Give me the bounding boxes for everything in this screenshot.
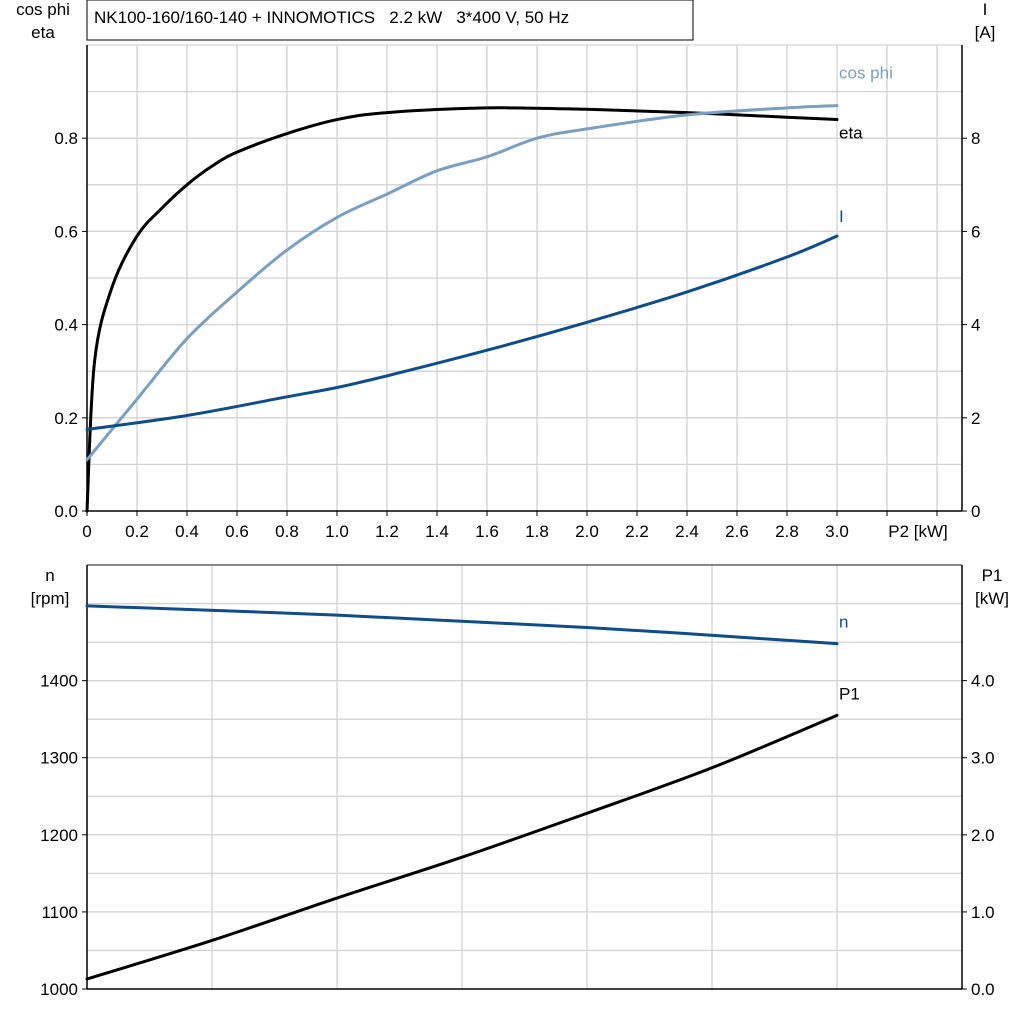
series-line-n [85,604,839,646]
bottom-chart: 1000 1100 1200 1300 1400 n [rpm] 0.0 1.0 2.0 3.0 4.… [31,564,1009,999]
x-tick-label: 0.2 [125,522,149,541]
right-y-tick-label: 4.0 [971,672,995,691]
right-y-tick-label: 1.0 [971,903,995,922]
right-y-tick-label: 0 [971,502,980,521]
x-tick-label: 0 [82,522,91,541]
left-axis-label-line1: n [45,566,54,585]
x-axis-label: P2 [kW] [888,522,948,541]
left-y-tick-label: 1100 [41,903,78,922]
x-tick-label: 1.2 [375,522,399,541]
series-label-cos-phi: cos phi [839,64,893,83]
top-chart: 0.0 0.2 0.4 0.6 0.8 cos phi eta 0 2 4 6 8 I [A] 0 0.2 0.… [16,0,995,541]
x-tick-label: 1.6 [475,522,499,541]
series-label-eta: eta [839,124,863,143]
left-y-tick-label: 0.8 [54,129,78,148]
right-axis-label-line2: [A] [975,23,996,42]
left-y-tick-label: 1300 [40,749,78,768]
x-tick-label: 2.4 [675,522,699,541]
x-tick-label: 2.0 [575,522,599,541]
series-line-eta [85,106,839,513]
right-y-tick-label: 3.0 [971,749,995,768]
series-label-p1: P1 [839,684,860,703]
chart-title: NK100-160/160-140 + INNOMOTICS 2.2 kW 3*… [94,8,569,27]
left-axis-label-line2: [rpm] [31,589,70,608]
right-y-tick-label: 8 [971,129,980,148]
right-axis-label-line1: P1 [982,566,1003,585]
x-tick-label: 2.8 [775,522,799,541]
right-y-tick-label: 6 [971,222,980,241]
right-axis-label-line2: [kW] [975,589,1009,608]
series-line-cos-phi [85,104,839,462]
x-tick-label: 0.8 [275,522,299,541]
x-tick-label: 3.0 [825,522,849,541]
series-line-i [85,234,839,431]
x-tick-label: 1.0 [325,522,349,541]
x-tick-label: 0.4 [175,522,199,541]
series-label-i: I [839,207,844,226]
left-y-tick-label: 1000 [40,980,78,999]
x-tick-label: 1.8 [525,522,549,541]
left-y-tick-label: 0.4 [54,316,78,335]
left-axis-label-line1: cos phi [16,0,70,19]
right-axis-label-line1: I [983,0,988,19]
right-y-tick-label: 2.0 [971,826,995,845]
x-tick-label: 1.4 [425,522,449,541]
series-line-p1 [85,713,839,981]
left-y-tick-label: 1400 [40,672,78,691]
right-y-tick-label: 2 [971,409,980,428]
left-y-tick-label: 0.6 [54,222,78,241]
left-y-tick-label: 0.2 [54,409,78,428]
left-y-tick-label: 0.0 [54,502,78,521]
right-y-tick-label: 4 [971,316,980,335]
left-axis-label-line2: eta [31,23,55,42]
left-y-tick-label: 1200 [40,826,78,845]
series-label-n: n [839,613,848,632]
x-tick-label: 2.2 [625,522,649,541]
title-box [86,0,694,41]
x-tick-label: 0.6 [225,522,249,541]
right-y-tick-label: 0.0 [971,980,995,999]
x-tick-label: 2.6 [725,522,749,541]
